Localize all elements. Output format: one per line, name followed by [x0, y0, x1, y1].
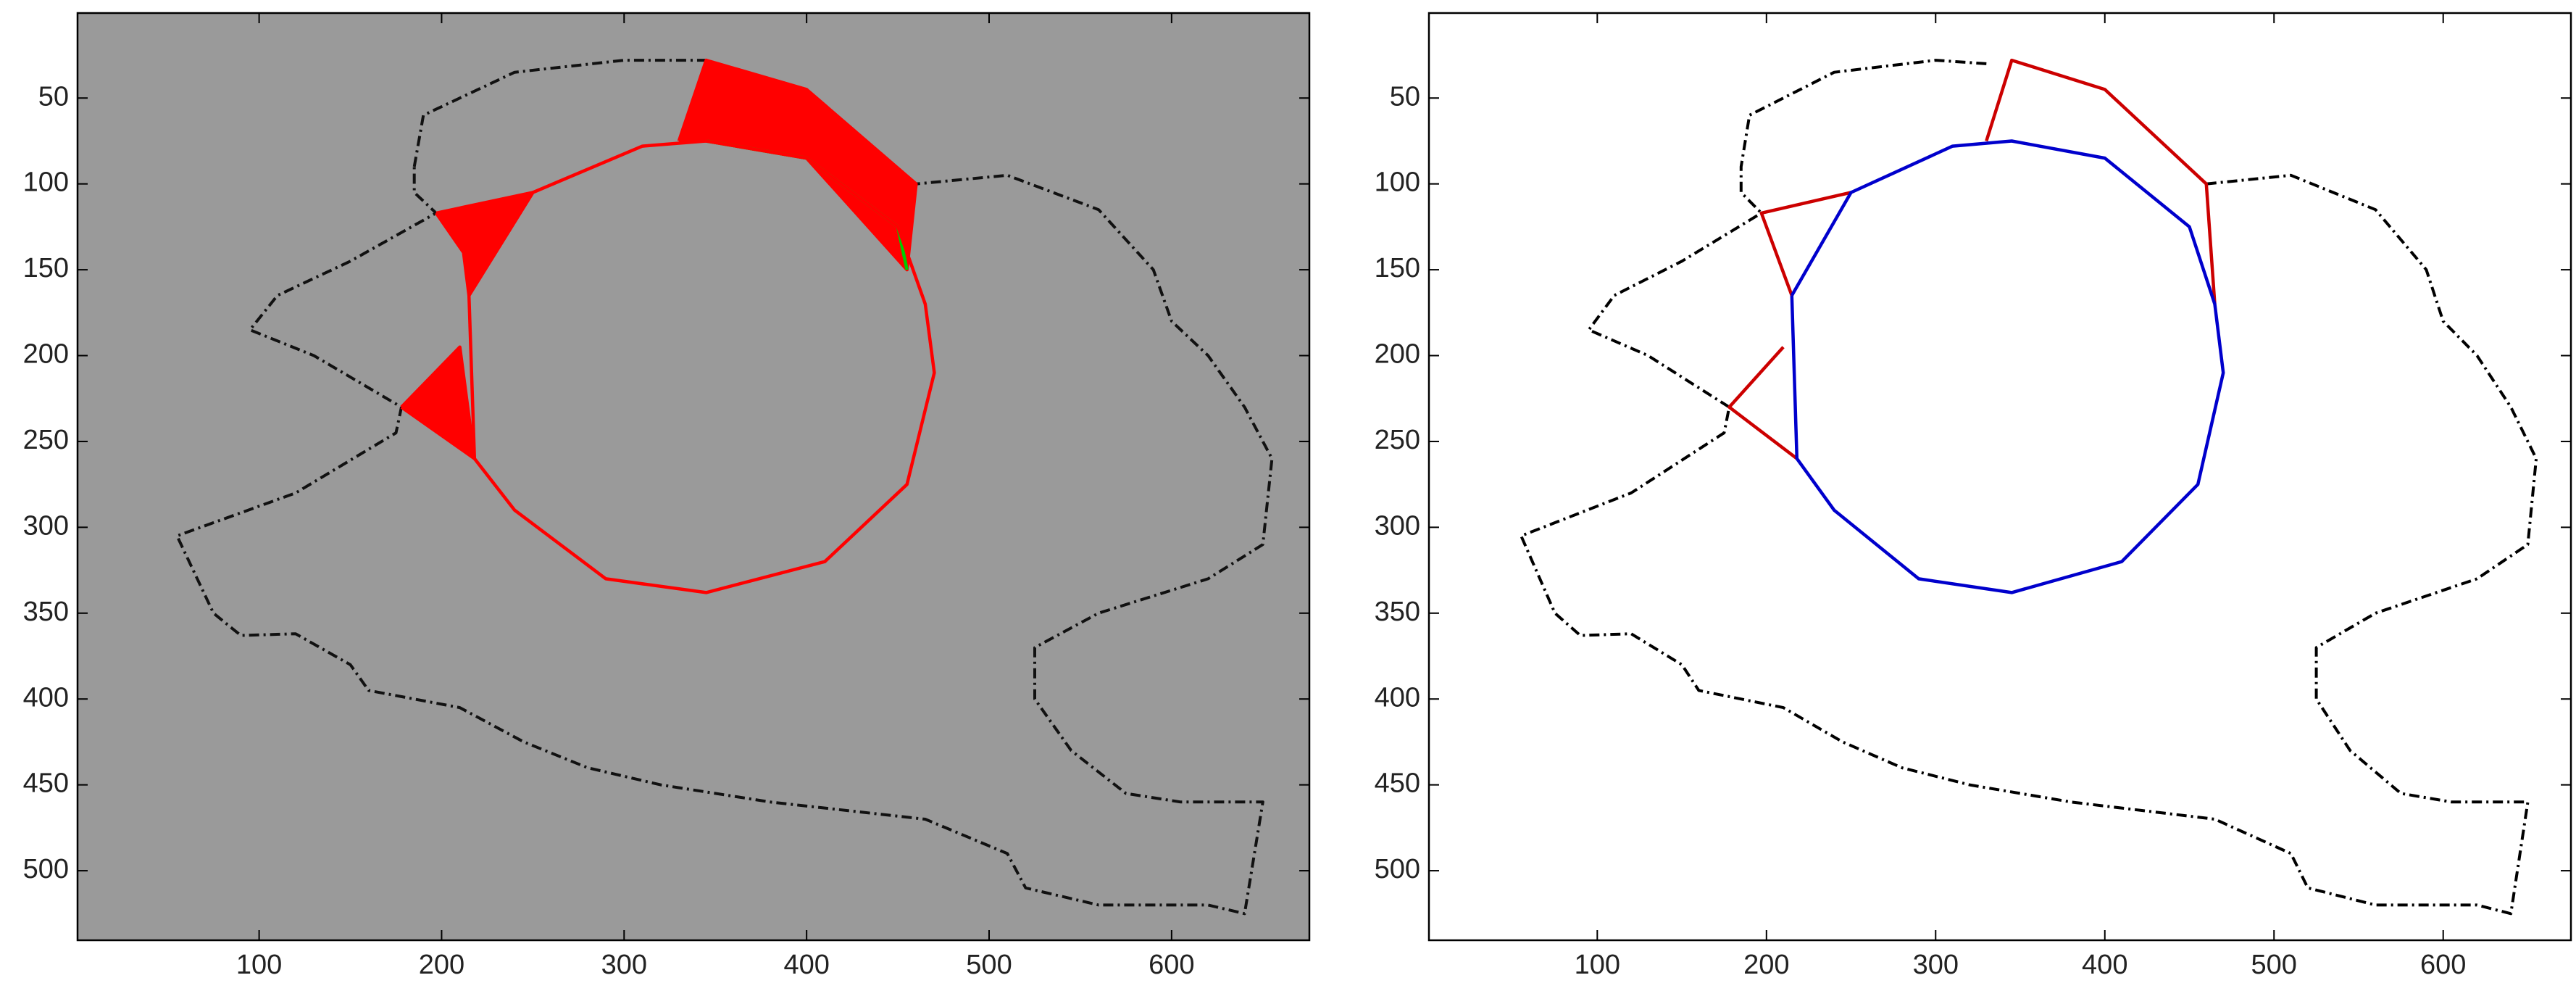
- plot-area: [1520, 58, 2538, 916]
- curve: [1727, 346, 1798, 460]
- curve: [467, 139, 936, 594]
- x-tick-label: 100: [236, 950, 282, 980]
- curve: [1520, 173, 2538, 916]
- y-tick-label: 350: [23, 597, 69, 627]
- x-tick-label: 200: [1743, 950, 1789, 980]
- y-tick-label: 50: [1390, 81, 1420, 112]
- y-tick-label: 450: [23, 768, 69, 799]
- x-tick-label: 400: [783, 950, 829, 980]
- y-tick-label: 100: [1375, 167, 1420, 198]
- y-tick-label: 400: [23, 682, 69, 713]
- curve: [1587, 212, 1762, 409]
- curve: [1985, 58, 2217, 304]
- y-tick-label: 500: [23, 854, 69, 884]
- plot-background: [78, 13, 1309, 940]
- x-tick-label: 400: [2082, 950, 2127, 980]
- x-tick-label: 600: [1149, 950, 1194, 980]
- plot-area: [175, 58, 1274, 916]
- x-tick-label: 100: [1575, 950, 1620, 980]
- y-tick-label: 100: [23, 167, 69, 198]
- x-tick-label: 500: [966, 950, 1012, 980]
- y-tick-label: 300: [23, 510, 69, 541]
- x-tick-label: 500: [2251, 950, 2297, 980]
- curve: [1739, 59, 1987, 215]
- curve: [1790, 139, 2225, 594]
- x-tick-label: 300: [601, 950, 647, 980]
- plot-background: [1429, 13, 2571, 940]
- axes: 100 200 300 400 500 600 50 100 150 200 250 300 350 40…: [1375, 12, 2572, 980]
- y-tick-label: 250: [23, 425, 69, 455]
- x-tick-label: 300: [1913, 950, 1959, 980]
- y-tick-label: 50: [38, 81, 69, 112]
- y-tick-label: 200: [1375, 339, 1420, 370]
- y-tick-label: 400: [1375, 682, 1420, 713]
- x-tick-label: 200: [419, 950, 464, 980]
- y-tick-label: 150: [1375, 253, 1420, 283]
- y-tick-label: 350: [1375, 597, 1420, 627]
- filled-region: [400, 345, 477, 460]
- x-tick-label: 600: [2420, 950, 2466, 980]
- y-tick-label: 500: [1375, 854, 1420, 884]
- y-tick-label: 200: [23, 339, 69, 370]
- axes: 100 200 300 400 500 600 50 100 150 200 250 300 350 40…: [23, 12, 1311, 980]
- y-tick-label: 300: [1375, 510, 1420, 541]
- y-tick-label: 150: [23, 253, 69, 283]
- y-tick-label: 450: [1375, 768, 1420, 799]
- axes-box: [1427, 12, 2572, 942]
- curve: [1759, 191, 1852, 297]
- axes-box: [76, 12, 1311, 942]
- curve: [175, 59, 1274, 916]
- y-tick-label: 250: [1375, 425, 1420, 455]
